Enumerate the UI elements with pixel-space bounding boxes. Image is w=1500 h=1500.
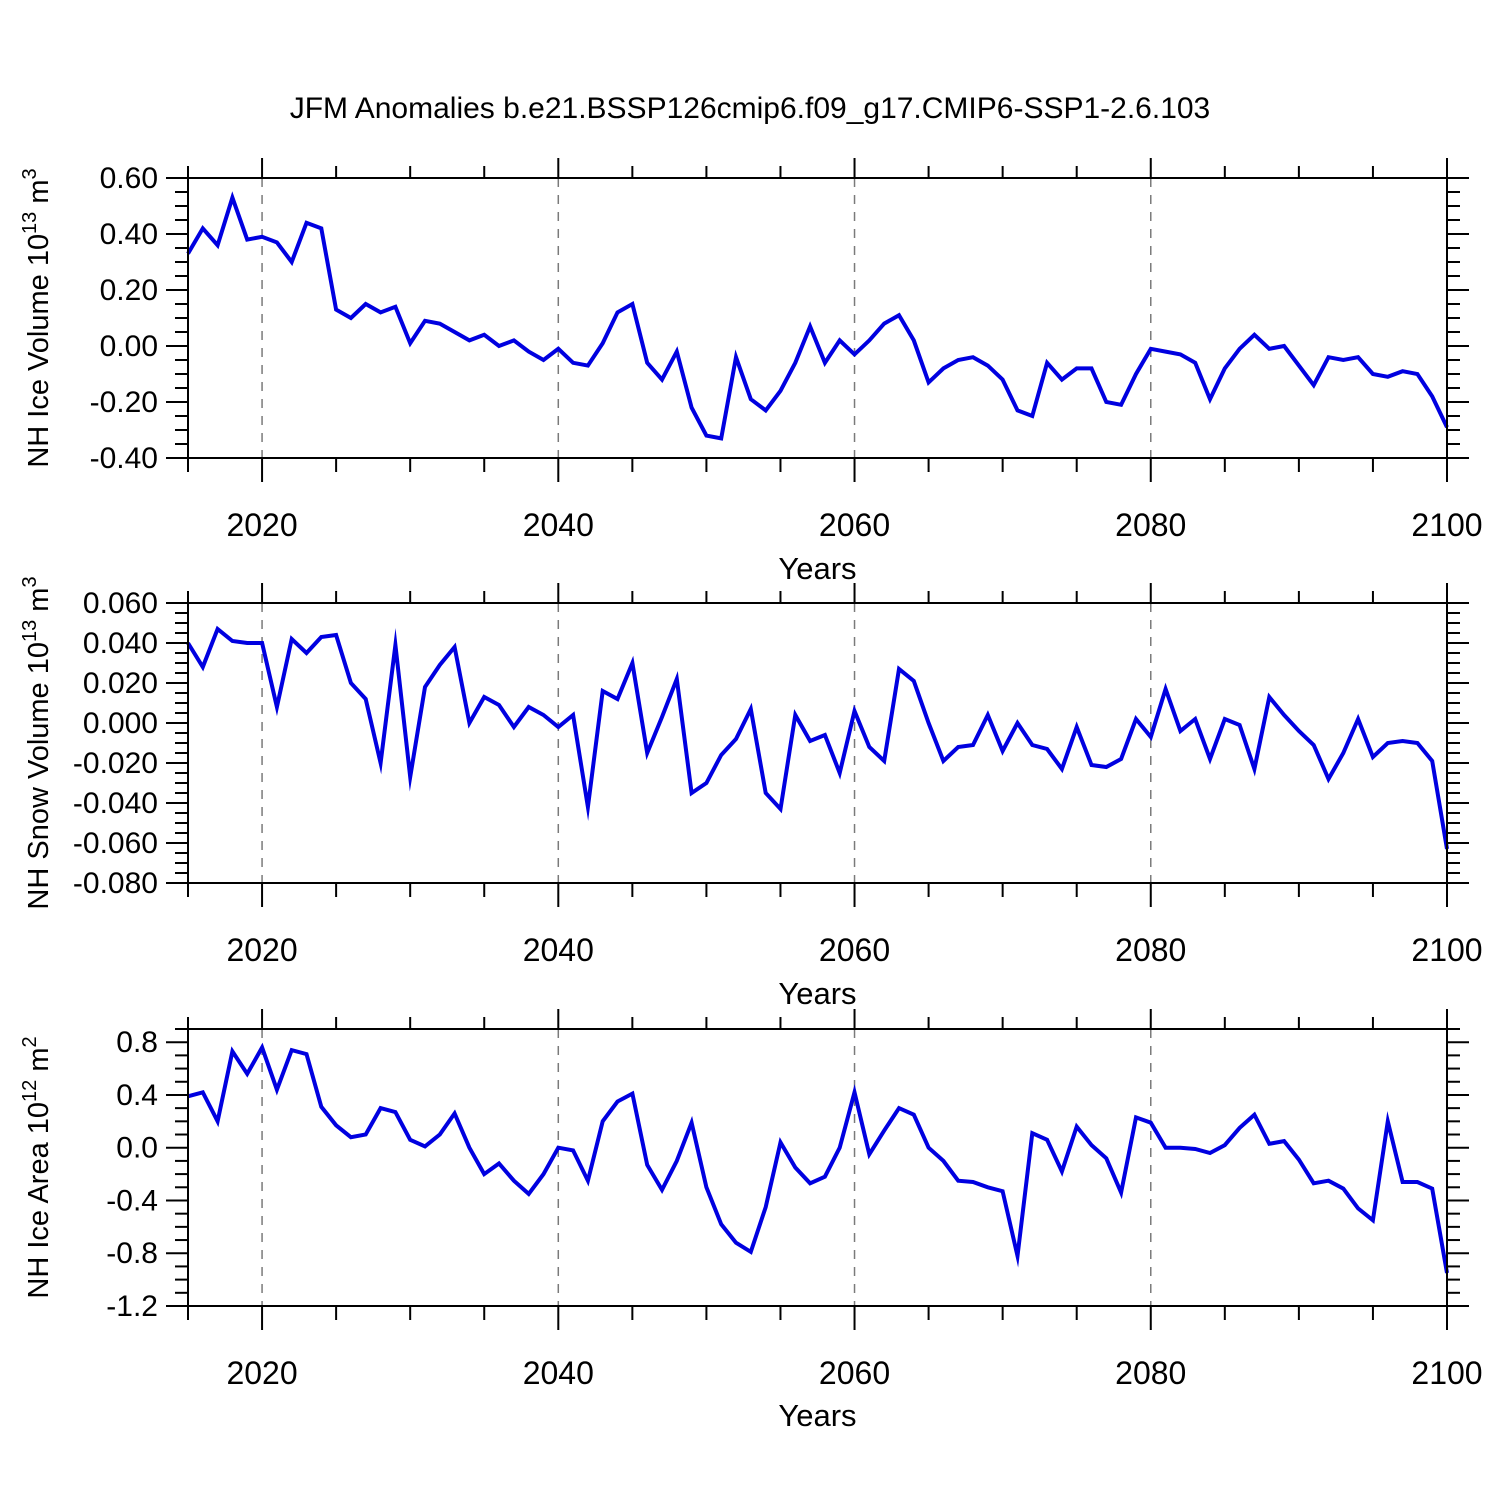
y-axis-title-nh-ice-area: NH Ice Area 1012 m2: [19, 1036, 55, 1298]
plot-box: [187, 177, 1448, 459]
plot-box: [187, 1028, 1448, 1307]
x-tick-label: 2060: [819, 507, 890, 543]
x-tick-label: 2060: [819, 932, 890, 968]
chart-title: JFM Anomalies b.e21.BSSP126cmip6.f09_g17…: [289, 92, 1211, 125]
series-line-nh-ice-area: [187, 1042, 1449, 1274]
panel-nh-snow-volume: 0.060 0.040 0.020 0.000 -0.020 -0.040 -0.060 -0…: [19, 576, 1483, 1011]
y-tick-label: 0.020: [83, 667, 158, 700]
x-tick-label: 2020: [226, 1355, 297, 1391]
y-tick-label: 0.0: [116, 1132, 158, 1165]
y-tick-label: 0.20: [100, 274, 158, 307]
y-tick-label: -0.080: [73, 867, 158, 900]
y-tick-label: 0.40: [100, 218, 158, 251]
x-tick-label: 2020: [226, 932, 297, 968]
y-axis-title-nh-snow-volume: NH Snow Volume 1013 m3: [19, 576, 55, 909]
x-tick-label: 2080: [1115, 1355, 1186, 1391]
x-tick-label: 2080: [1115, 507, 1186, 543]
x-tick-label: 2040: [523, 932, 594, 968]
y-tick-label: -0.40: [90, 442, 158, 475]
x-axis-title: Years: [778, 976, 856, 1011]
y-tick-label: 0.4: [116, 1079, 158, 1112]
panel-nh-ice-area: 0.8 0.4 0.0 -0.4 -0.8 -1.2 2020 2040 2060 2080 210…: [19, 1009, 1483, 1433]
y-tick-label: -1.2: [106, 1290, 158, 1323]
x-tick-label: 2040: [523, 1355, 594, 1391]
x-axis-title: Years: [778, 1398, 856, 1433]
x-axis-title: Years: [778, 551, 856, 586]
y-tick-label: 0.000: [83, 707, 158, 740]
y-tick-label: 0.00: [100, 330, 158, 363]
panel-nh-ice-volume: 0.60 0.40 0.20 0.00 -0.20 -0.40 2020 2040 2060 20…: [19, 158, 1483, 586]
x-tick-label: 2100: [1411, 932, 1482, 968]
y-tick-label: 0.040: [83, 627, 158, 660]
y-tick-label: -0.060: [73, 827, 158, 860]
y-axis-title-nh-ice-volume: NH Ice Volume 1013 m3: [19, 168, 55, 467]
y-tick-label: -0.8: [106, 1237, 158, 1270]
series-line-nh-ice-volume: [186, 191, 1449, 441]
y-tick-label: -0.020: [73, 747, 158, 780]
x-tick-label: 2100: [1411, 507, 1482, 543]
y-tick-label: -0.4: [106, 1184, 158, 1217]
y-tick-label: 0.8: [116, 1026, 158, 1059]
y-tick-label: 0.060: [83, 587, 158, 620]
x-tick-label: 2080: [1115, 932, 1186, 968]
y-tick-label: -0.20: [90, 386, 158, 419]
y-tick-label: 0.60: [100, 162, 158, 195]
series-line-nh-snow-volume: [186, 625, 1449, 850]
x-tick-label: 2100: [1411, 1355, 1482, 1391]
y-tick-label: -0.040: [73, 787, 158, 820]
x-tick-label: 2060: [819, 1355, 890, 1391]
x-tick-label: 2040: [523, 507, 594, 543]
x-tick-label: 2020: [226, 507, 297, 543]
